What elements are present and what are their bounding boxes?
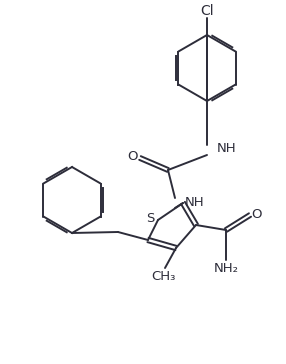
Text: O: O [128,150,138,163]
Text: O: O [252,207,262,221]
Text: CH₃: CH₃ [151,269,175,282]
Text: S: S [146,211,154,225]
Text: NH: NH [217,142,237,155]
Text: NH₂: NH₂ [214,261,239,274]
Text: NH: NH [185,195,204,209]
Text: Cl: Cl [200,4,214,18]
